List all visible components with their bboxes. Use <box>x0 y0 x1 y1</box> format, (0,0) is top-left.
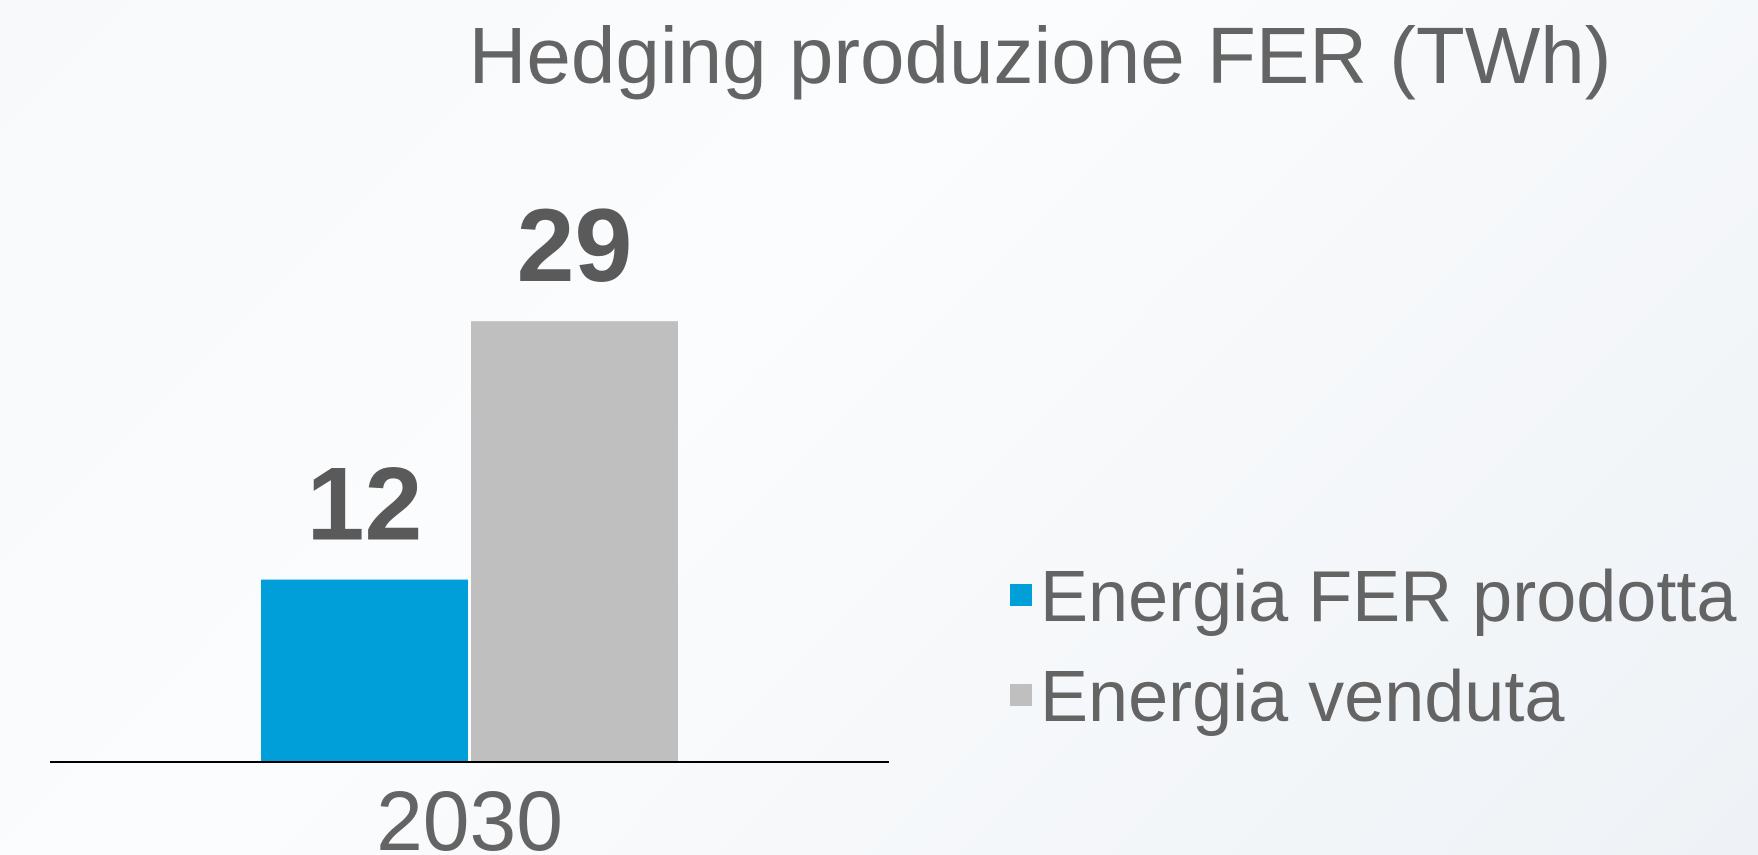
legend-swatch <box>1010 684 1032 706</box>
legend-label: Energia FER prodotta <box>1040 557 1737 637</box>
value-label: 29 <box>517 188 633 304</box>
legend-swatch <box>1010 584 1032 606</box>
legend-label: Energia venduta <box>1040 657 1565 737</box>
x-tick-label: 2030 <box>376 774 563 855</box>
chart-title: Hedging produzione FER (TWh) <box>469 11 1612 100</box>
bar <box>261 579 468 762</box>
bar <box>471 321 678 762</box>
value-label: 12 <box>307 447 423 563</box>
